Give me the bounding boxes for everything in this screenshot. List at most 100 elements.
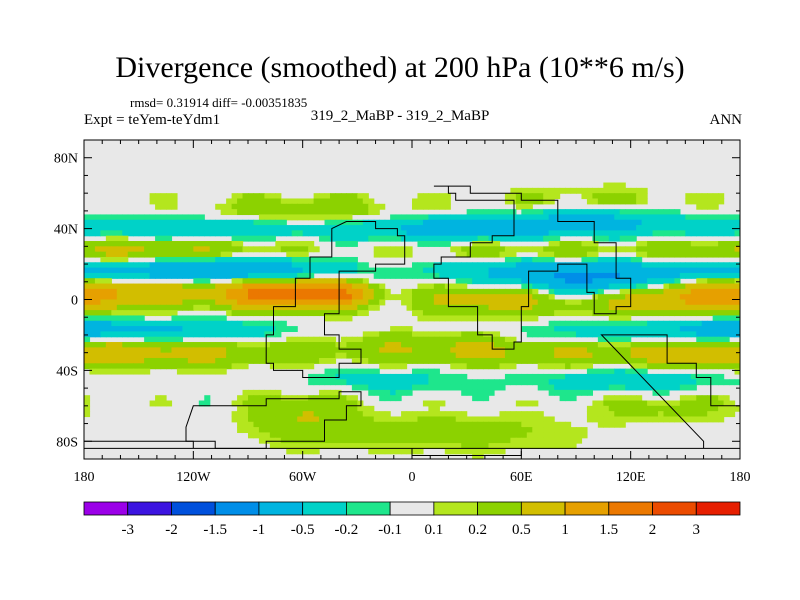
field-cell	[226, 225, 233, 231]
field-cell	[264, 246, 271, 253]
field-cell	[581, 310, 588, 317]
field-cell	[384, 395, 391, 402]
field-cell	[144, 326, 151, 332]
field-cell	[515, 352, 522, 359]
field-cell	[84, 331, 91, 338]
field-cell	[89, 246, 96, 253]
field-cell	[526, 416, 533, 423]
field-cell	[149, 352, 156, 359]
field-cell	[390, 437, 397, 444]
field-cell	[395, 421, 402, 428]
x-tick-label: 180	[74, 470, 95, 485]
field-cell	[384, 352, 391, 359]
field-cell	[231, 198, 238, 205]
field-cell	[324, 373, 331, 380]
field-cell	[597, 283, 604, 290]
field-cell	[548, 384, 555, 391]
field-cell	[384, 421, 391, 428]
field-cell	[346, 267, 353, 274]
field-cell	[477, 352, 484, 359]
field-cell	[592, 310, 599, 317]
field-cell	[286, 246, 293, 253]
field-cell	[433, 267, 440, 274]
field-cell	[253, 421, 260, 428]
field-cell	[116, 288, 123, 295]
field-cell	[636, 288, 643, 295]
field-cell	[390, 384, 397, 391]
field-cell	[84, 405, 91, 412]
field-cell	[592, 400, 599, 407]
field-cell	[548, 416, 555, 423]
field-cell	[351, 294, 358, 301]
field-cell	[592, 241, 599, 247]
field-cell	[658, 342, 665, 348]
field-cell	[526, 187, 533, 194]
field-cell	[166, 251, 173, 258]
field-cell	[182, 225, 189, 231]
field-cell	[586, 416, 593, 423]
field-cell	[340, 304, 347, 311]
field-cell	[330, 214, 337, 221]
field-cell	[712, 246, 719, 253]
field-cell	[592, 304, 599, 311]
field-cell	[94, 246, 101, 253]
field-cell	[603, 262, 610, 269]
field-cell	[461, 416, 468, 423]
field-cell	[433, 230, 440, 237]
field-cell	[166, 219, 173, 226]
field-cell	[127, 315, 134, 322]
field-cell	[171, 251, 178, 258]
field-cell	[373, 299, 380, 306]
field-cell	[412, 448, 419, 455]
field-cell	[417, 214, 424, 221]
field-cell	[171, 363, 178, 370]
field-cell	[384, 331, 391, 338]
field-cell	[614, 347, 621, 354]
field-cell	[269, 310, 276, 317]
field-cell	[89, 214, 96, 221]
field-cell	[313, 267, 320, 274]
field-cell	[193, 331, 200, 338]
field-cell	[422, 267, 429, 274]
field-cell	[570, 262, 577, 269]
field-cell	[286, 262, 293, 269]
field-cell	[586, 288, 593, 295]
field-cell	[685, 405, 692, 412]
field-cell	[537, 187, 544, 194]
field-cell	[253, 294, 260, 301]
field-cell	[603, 395, 610, 402]
field-cell	[647, 267, 654, 274]
field-cell	[171, 246, 178, 253]
field-cell	[395, 395, 402, 402]
field-cell	[291, 203, 298, 210]
field-cell	[340, 278, 347, 285]
field-cell	[280, 267, 287, 274]
field-cell	[89, 288, 96, 295]
field-cell	[231, 299, 238, 306]
field-cell	[248, 198, 255, 205]
field-cell	[515, 347, 522, 354]
field-cell	[357, 400, 364, 407]
field-cell	[504, 437, 511, 444]
field-cell	[231, 193, 238, 200]
field-cell	[133, 219, 140, 226]
field-cell	[701, 272, 708, 279]
field-cell	[384, 416, 391, 423]
field-cell	[641, 209, 648, 216]
field-cell	[548, 352, 555, 359]
field-cell	[351, 299, 358, 306]
field-cell	[472, 437, 479, 444]
field-cell	[488, 421, 495, 428]
field-cell	[302, 448, 309, 455]
field-cell	[472, 416, 479, 423]
field-cell	[685, 230, 692, 237]
field-cell	[439, 384, 446, 391]
field-cell	[439, 267, 446, 274]
field-cell	[483, 448, 490, 455]
field-cell	[690, 272, 697, 279]
field-cell	[526, 219, 533, 226]
field-cell	[461, 315, 468, 322]
field-cell	[269, 363, 276, 370]
field-cell	[718, 267, 725, 274]
field-cell	[526, 347, 533, 354]
